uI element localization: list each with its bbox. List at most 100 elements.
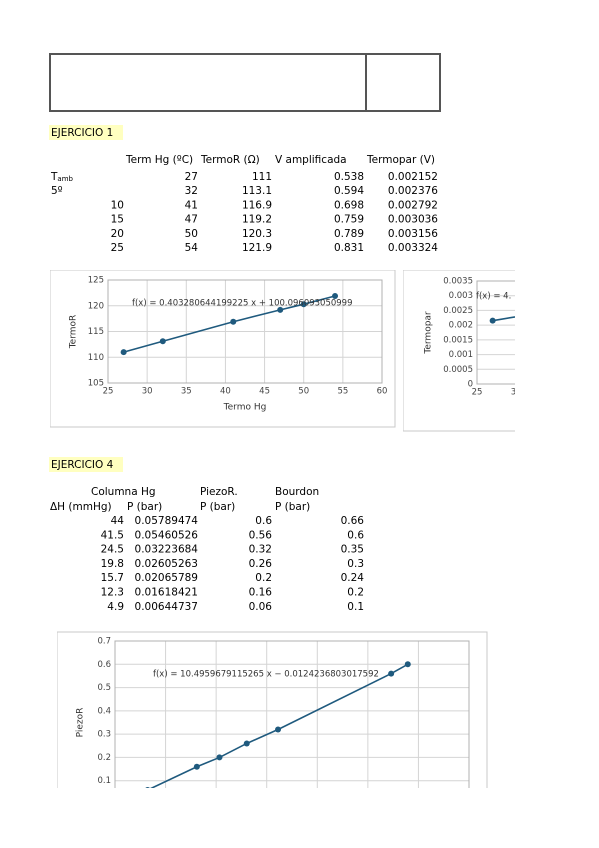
cell: 0.1 xyxy=(347,601,364,613)
regression-label: f(x) = 4. xyxy=(476,292,511,302)
cell: 19.8 xyxy=(101,558,124,570)
cell: 0.02605263 xyxy=(135,558,198,570)
cell: 0.2 xyxy=(347,587,364,599)
x-tick-label: 25 xyxy=(472,388,483,398)
cell: 0.002152 xyxy=(388,171,438,183)
cell: 0.759 xyxy=(334,214,364,226)
cell: 4.9 xyxy=(107,601,124,613)
data-point xyxy=(277,306,284,313)
x-tick-label: 30 xyxy=(142,387,153,397)
y-tick-label: 0.002 xyxy=(449,321,473,331)
cell: 119.2 xyxy=(242,214,272,226)
chart-frame xyxy=(57,631,488,788)
y-tick-label: 0.4 xyxy=(97,706,111,716)
y-tick-label: 0.0025 xyxy=(443,306,473,316)
column-header: PiezoR. xyxy=(200,486,238,498)
row-label-sub: amb xyxy=(57,175,73,183)
data-point xyxy=(489,317,496,324)
cell: 0.56 xyxy=(249,529,273,541)
highlight xyxy=(49,125,123,140)
cell: 0.831 xyxy=(334,242,364,254)
column-header: Columna Hg xyxy=(91,486,156,498)
plot-area xyxy=(114,640,470,788)
y-tick-label: 0.6 xyxy=(97,660,111,670)
x-tick-label: 25 xyxy=(103,387,114,397)
x-axis-label: Termo Hg xyxy=(223,403,267,413)
y-tick-label: 0.5 xyxy=(97,683,111,693)
y-tick-label: 0.0035 xyxy=(443,277,473,287)
row-label-main: T xyxy=(50,171,58,183)
data-point xyxy=(216,754,223,761)
data-point xyxy=(159,338,166,345)
y-axis-label: TermoR xyxy=(69,315,79,350)
row-label: 5º xyxy=(51,185,63,197)
cell: 116.9 xyxy=(242,199,272,211)
y-axis-label: PiezoR xyxy=(76,708,86,738)
cell: 0.002792 xyxy=(388,199,438,211)
unit-label: P (bar) xyxy=(200,501,235,513)
data-point xyxy=(300,301,307,308)
cell: 0.35 xyxy=(341,544,364,556)
cell: 0.003156 xyxy=(388,228,438,240)
y-tick-label: 0.1 xyxy=(97,776,111,786)
cell: 0.2 xyxy=(255,572,272,584)
cell: 50 xyxy=(185,228,198,240)
chart-frame xyxy=(403,270,515,432)
row-index: 15 xyxy=(111,214,124,226)
cell: 0.6 xyxy=(347,529,364,541)
cell: 111 xyxy=(252,171,272,183)
cell: 41.5 xyxy=(101,529,124,541)
cell: 0.01618421 xyxy=(135,587,198,599)
y-tick-label: 115 xyxy=(88,327,104,337)
y-tick-label: 0.7 xyxy=(97,637,111,647)
y-axis-label: Termopar xyxy=(424,311,434,355)
cell: 0.003036 xyxy=(388,214,438,226)
plot-area xyxy=(107,279,383,384)
cell: 0.3 xyxy=(347,558,364,570)
header-box xyxy=(49,53,441,112)
cell: 0.24 xyxy=(341,572,365,584)
y-tick-label: 0.3 xyxy=(97,730,111,740)
cell: 0.05460526 xyxy=(135,529,199,541)
y-tick-label: 0.001 xyxy=(449,350,473,360)
row-index: 25 xyxy=(111,242,124,254)
cell: 0.698 xyxy=(334,199,364,211)
unit-label: ΔH (mmHg) xyxy=(50,501,112,513)
x-tick-label: 30 xyxy=(511,388,522,398)
cell: 0.06 xyxy=(249,601,273,613)
cell: 0.00644737 xyxy=(135,601,198,613)
x-tick-label: 45 xyxy=(259,387,270,397)
cell: 0.538 xyxy=(334,171,364,183)
cell: 15.7 xyxy=(101,572,124,584)
data-point xyxy=(145,787,150,788)
column-header: Termopar (V) xyxy=(366,154,435,166)
cell: 12.3 xyxy=(101,587,124,599)
cell: 113.1 xyxy=(242,185,272,197)
chart: 105 110 115 120 125 25 30 35 40 45 50 55 60 TermoR Ter… xyxy=(50,270,396,428)
highlight xyxy=(49,457,123,472)
trend-line xyxy=(123,295,336,353)
cell: 54 xyxy=(185,242,199,254)
y-tick-label: 0.003 xyxy=(449,291,473,301)
cell: 0.26 xyxy=(249,558,273,570)
cell: 32 xyxy=(185,185,198,197)
y-tick-label: 0.2 xyxy=(97,753,111,763)
cell: 27 xyxy=(185,171,198,183)
section-title: EJERCICIO 1 xyxy=(51,127,113,139)
column-header: TermoR (Ω) xyxy=(200,154,260,166)
cell: 0.03223684 xyxy=(135,544,199,556)
y-tick-label: 0 xyxy=(468,380,473,390)
cell: 120.3 xyxy=(242,228,272,240)
cell: 0.32 xyxy=(249,544,272,556)
regression-label: f(x) = 0.403280644199225 x + 100.0960930… xyxy=(132,299,353,309)
data-point xyxy=(332,292,339,299)
column-header: Term Hg (ºC) xyxy=(125,154,193,166)
row-index: 20 xyxy=(111,228,124,240)
cell: 0.16 xyxy=(249,587,273,599)
cell: 0.66 xyxy=(341,515,365,527)
x-tick-label: 35 xyxy=(181,387,192,397)
row-label-main: 5º xyxy=(51,185,63,197)
data-point xyxy=(388,670,395,677)
data-point xyxy=(243,740,250,747)
